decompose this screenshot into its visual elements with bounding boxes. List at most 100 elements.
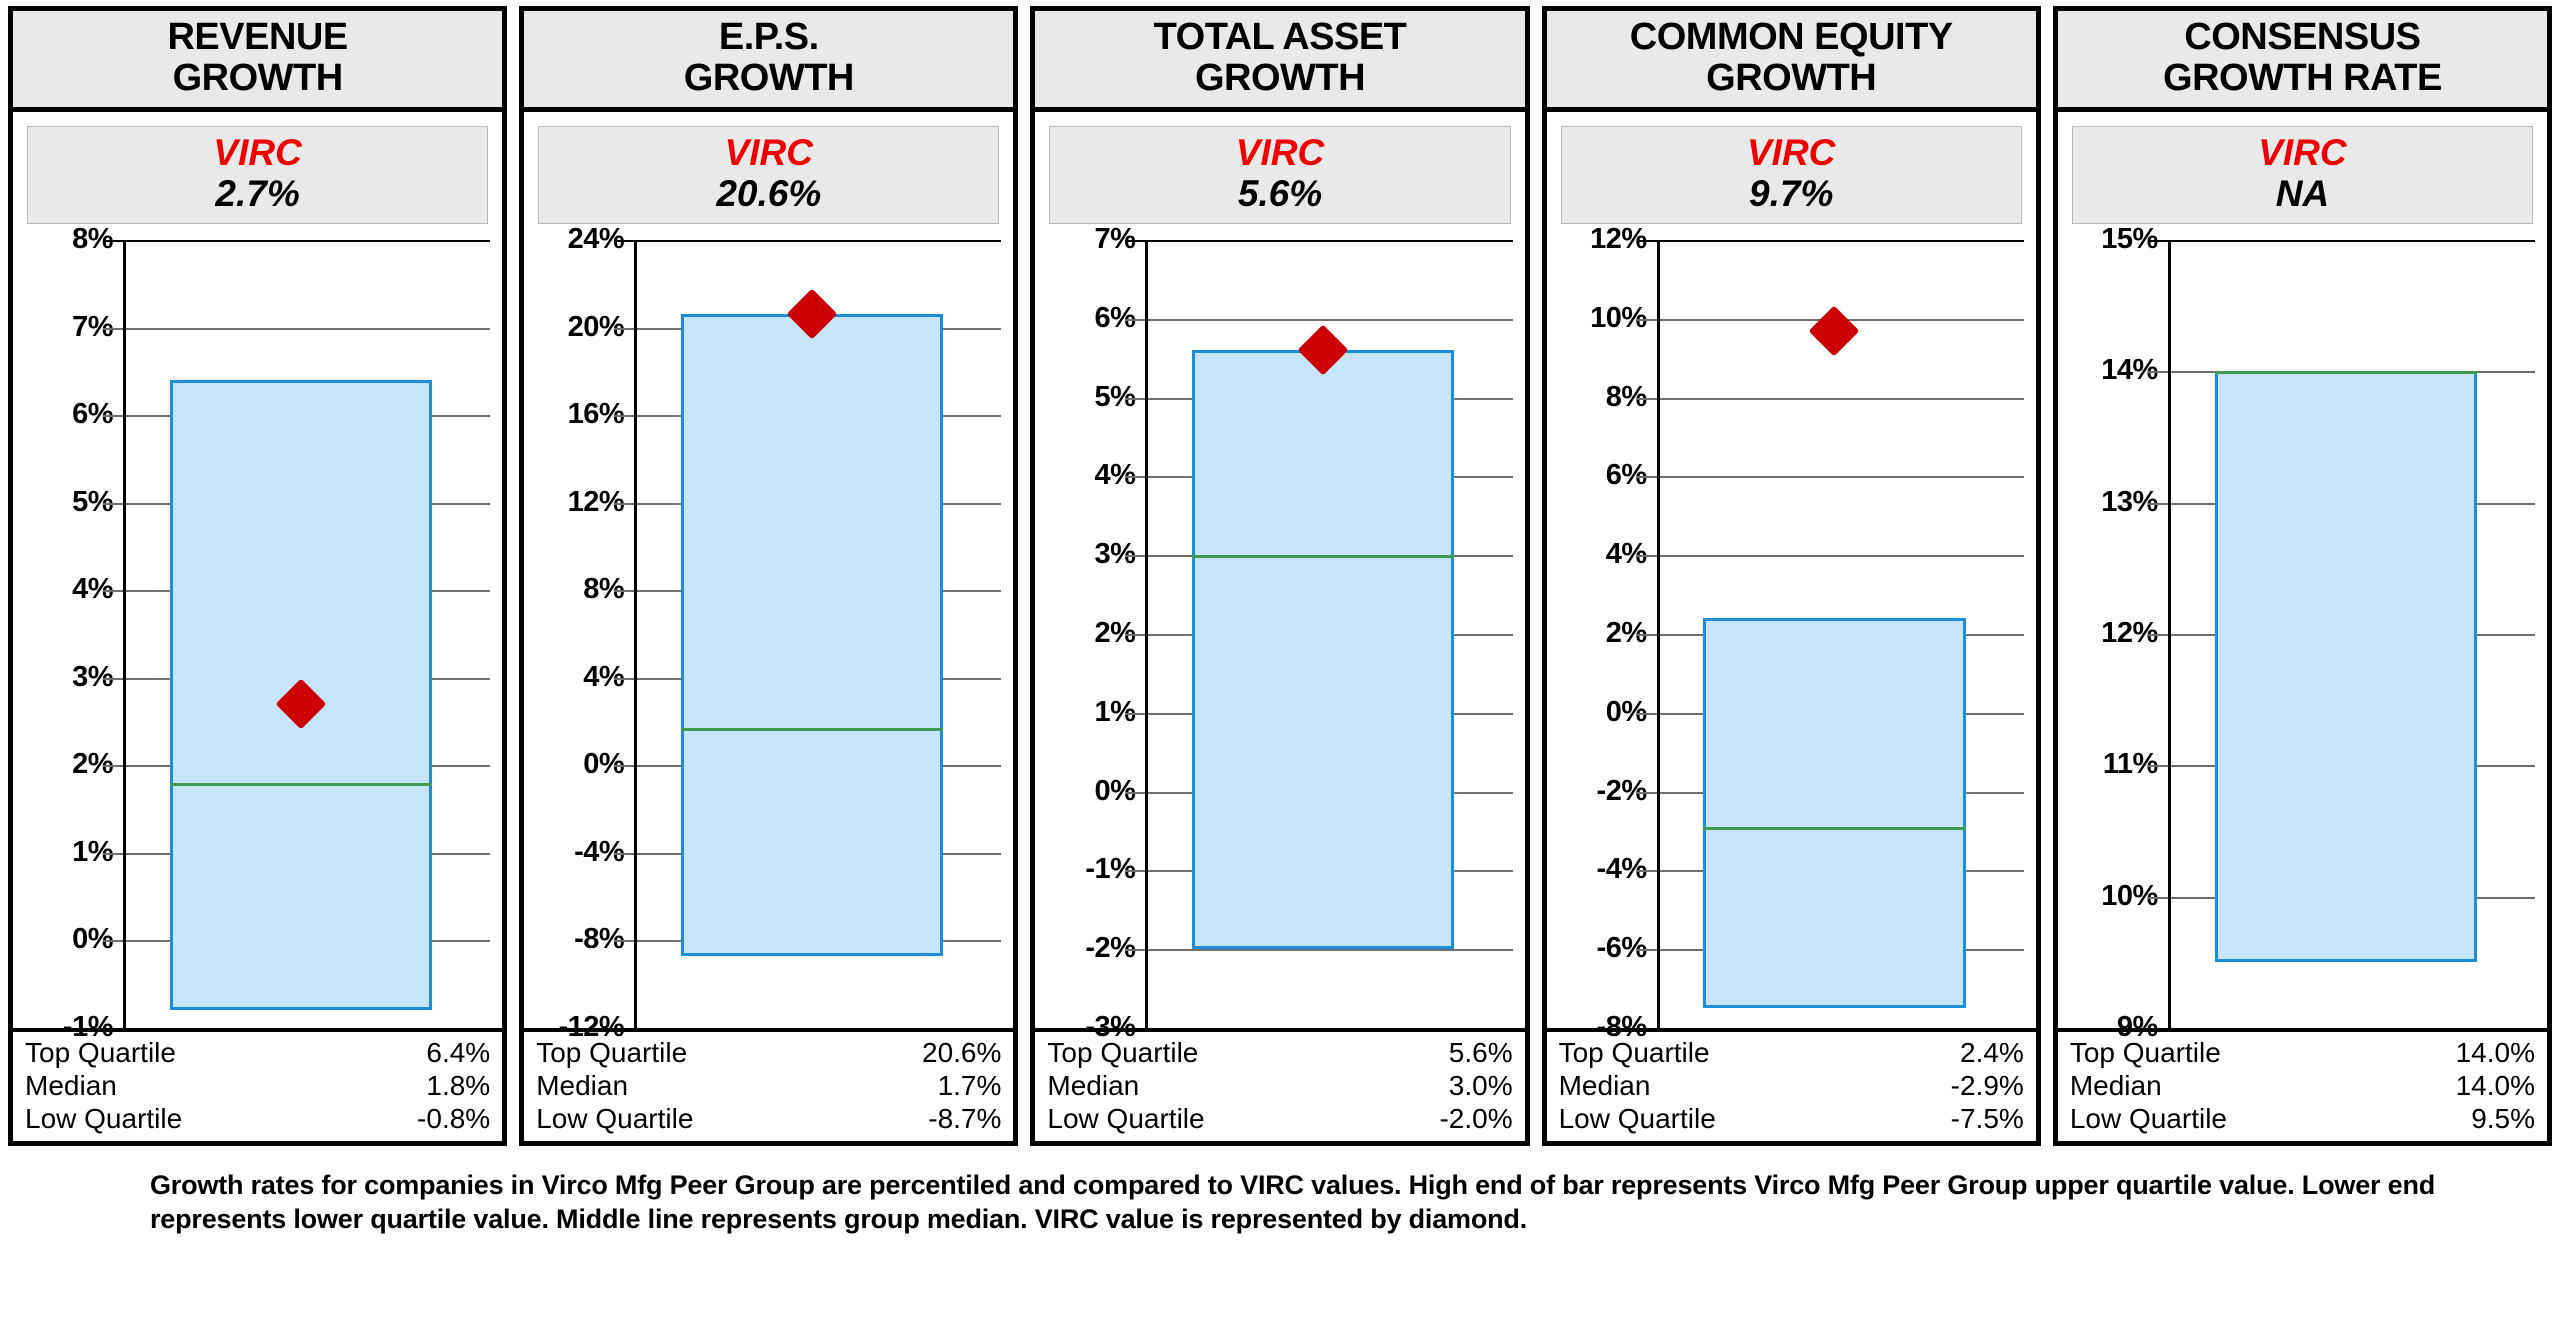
y-axis-tick-label: -3% xyxy=(1085,1011,1136,1043)
gridline xyxy=(103,327,491,330)
panel-title: E.P.S. GROWTH xyxy=(524,11,1014,112)
stat-value: 20.6% xyxy=(922,1037,1002,1068)
plot-area: 7% 6% 5% 4% 3% 2% 1% 0% -1% -2% -3% xyxy=(1041,223,1513,1043)
y-axis-tick-label: 4% xyxy=(1605,538,1647,571)
gridline xyxy=(1125,1028,1513,1030)
stat-label: Median xyxy=(25,1070,117,1101)
stat-value: -2.0% xyxy=(1439,1103,1513,1134)
y-axis-tick-label: 5% xyxy=(72,485,113,518)
y-axis-tick-label: 0% xyxy=(1605,695,1647,728)
y-axis-tick-label: -8% xyxy=(574,923,625,956)
y-axis-tick-label: -4% xyxy=(1596,853,1648,886)
footnote: Growth rates for companies in Virco Mfg … xyxy=(150,1170,2436,1234)
plot-box xyxy=(1145,240,1512,1028)
stat-label: Median xyxy=(536,1070,629,1101)
y-axis-tick-label: 0% xyxy=(72,923,113,956)
y-axis-tick-label: 20% xyxy=(567,310,625,343)
panel-title-line2: GROWTH RATE xyxy=(2163,57,2442,99)
quartile-stats-table: Top Quartile 5.6% Median 3.0% Low Quartile -2… xyxy=(1035,1028,1525,1141)
company-value-box: VIRC 9.7% xyxy=(1560,126,2022,224)
stat-value: 3.0% xyxy=(1448,1070,1513,1101)
y-axis-tick-label: 16% xyxy=(567,398,625,431)
median-line xyxy=(680,728,944,732)
y-axis-tick-label: -1% xyxy=(62,1011,114,1043)
y-axis-tick-label: -2% xyxy=(1085,932,1136,965)
y-axis-tick-label: 6% xyxy=(72,398,113,431)
panel-title-line1: REVENUE xyxy=(167,16,348,58)
y-axis-tick-label: 6% xyxy=(1094,301,1136,334)
panel-title: COMMON EQUITY GROWTH xyxy=(1546,11,2036,112)
stat-label: Top Quartile xyxy=(2069,1037,2221,1068)
y-axis-tick-label: 10% xyxy=(2101,879,2158,912)
median-line xyxy=(1192,555,1455,559)
stat-value: 9.5% xyxy=(2471,1103,2536,1134)
gridline xyxy=(103,1028,491,1030)
panel-title-line1: E.P.S. xyxy=(718,16,819,58)
plot-box xyxy=(123,240,490,1028)
y-axis-tick-label: -1% xyxy=(1085,853,1136,886)
stat-value: 6.4% xyxy=(426,1037,491,1068)
table-row: Low Quartile -8.7% xyxy=(536,1102,1001,1135)
gridline xyxy=(1636,240,2024,242)
gridline xyxy=(614,1028,1002,1030)
y-axis-tick-label: 2% xyxy=(1605,617,1647,649)
y-axis-tick-label: 11% xyxy=(2102,748,2158,781)
quartile-bar xyxy=(2214,371,2477,963)
y-axis-tick-label: 1% xyxy=(72,835,113,868)
gridline xyxy=(1636,397,2024,400)
median-line xyxy=(1703,827,1966,831)
stat-value: -2.9% xyxy=(1950,1070,2024,1101)
y-axis-tick-label: 8% xyxy=(1605,380,1647,413)
plot-area: 15% 14% 13% 12% 11% 10% 9% xyxy=(2064,223,2536,1043)
gridline xyxy=(2147,240,2536,242)
company-ticker-label: VIRC xyxy=(2258,132,2347,173)
stat-label: Top Quartile xyxy=(1047,1037,1199,1068)
y-axis-tick-label: -2% xyxy=(1596,774,1648,807)
panel-title-line2: GROWTH xyxy=(1706,57,1877,99)
stat-value: -7.5% xyxy=(1950,1103,2024,1134)
quartile-stats-table: Top Quartile 2.4% Median -2.9% Low Quartile -… xyxy=(1546,1028,2036,1141)
stat-label: Low Quartile xyxy=(2069,1103,2227,1134)
y-axis-tick-label: 12% xyxy=(567,485,625,518)
table-row: Median 3.0% xyxy=(1047,1069,1512,1102)
y-axis-tick-label: 4% xyxy=(1094,459,1136,492)
panel-title-line2: GROWTH xyxy=(172,57,344,99)
y-axis-tick-label: 0% xyxy=(583,748,625,781)
y-axis-tick-label: 8% xyxy=(72,223,113,255)
company-ticker-label: VIRC xyxy=(724,132,813,173)
gridline xyxy=(1125,318,1513,321)
quartile-stats-table: Top Quartile 20.6% Median 1.7% Low Quartile -… xyxy=(524,1028,1014,1141)
y-axis-tick-label: 7% xyxy=(72,310,113,343)
y-axis: 12% 10% 8% 6% 4% 2% 0% -2% -4% -6% -8% xyxy=(1553,223,2024,1043)
table-row: Low Quartile 9.5% xyxy=(2070,1102,2535,1135)
table-row: Low Quartile -2.0% xyxy=(1047,1102,1512,1135)
stat-label: Low Quartile xyxy=(25,1103,183,1134)
y-axis-tick-label: 12% xyxy=(1590,223,1647,255)
y-axis-tick-label: -8% xyxy=(1596,1011,1648,1043)
company-value-box: VIRC 2.7% xyxy=(27,126,489,224)
y-axis-tick-label: 3% xyxy=(72,660,113,693)
stat-value: -0.8% xyxy=(417,1103,491,1134)
metric-panel: TOTAL ASSET GROWTH VIRC 5.6% 7% 6% 5% 4% 3% 2% 1% 0… xyxy=(1030,6,1530,1146)
plot-area: 24% 20% 16% 12% 8% 4% 0% -4% -8% -12% xyxy=(530,223,1002,1043)
y-axis-tick-label: 2% xyxy=(1094,617,1136,649)
y-axis-tick-label: 0% xyxy=(1094,774,1136,807)
company-value: 2.7% xyxy=(215,173,300,214)
y-axis-tick-label: 2% xyxy=(72,748,113,781)
gridline xyxy=(1125,949,1513,952)
plot-box xyxy=(1656,240,2024,1028)
y-axis-tick-label: 1% xyxy=(1094,695,1136,728)
y-axis-tick-label: 3% xyxy=(1094,538,1136,571)
company-value: 9.7% xyxy=(1749,173,1834,214)
y-axis-tick-label: -12% xyxy=(558,1011,625,1043)
stat-label: Median xyxy=(1558,1070,1651,1101)
metric-panel: CONSENSUS GROWTH RATE VIRC NA 15% 14% 13% 12% 11… xyxy=(2052,6,2553,1146)
median-line xyxy=(169,782,432,786)
quartile-stats-table: Top Quartile 14.0% Median 14.0% Low Quartile… xyxy=(2057,1028,2548,1141)
panel-title: REVENUE GROWTH xyxy=(13,11,503,112)
table-row: Top Quartile 20.6% xyxy=(536,1036,1001,1069)
quartile-bar xyxy=(1192,350,1455,950)
metric-panel: REVENUE GROWTH VIRC 2.7% 8% 7% 6% 5% 4% 3% 2% 1% 0% -… xyxy=(8,6,508,1146)
y-axis-tick-label: 7% xyxy=(1094,223,1136,255)
company-value-box: VIRC 5.6% xyxy=(1049,126,1511,224)
